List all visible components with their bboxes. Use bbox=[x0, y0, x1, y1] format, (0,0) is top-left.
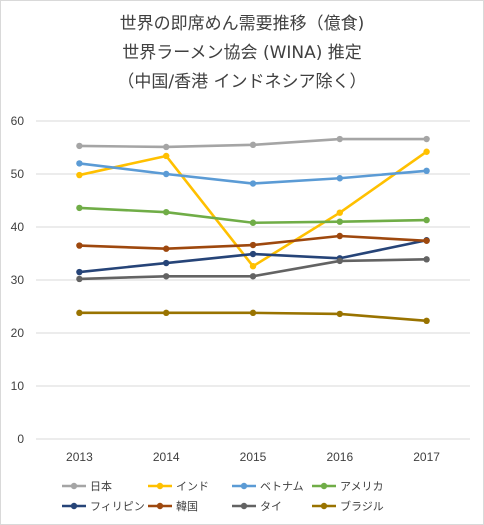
legend-label: タイ bbox=[260, 500, 282, 513]
data-point bbox=[163, 273, 170, 280]
y-axis-ticks: 0 10 20 30 40 50 60 bbox=[11, 114, 25, 446]
series-韓国 bbox=[76, 232, 430, 252]
data-point bbox=[423, 256, 430, 263]
legend-swatch-marker bbox=[70, 502, 78, 510]
y-tick-label: 20 bbox=[11, 326, 25, 340]
series-lines bbox=[76, 135, 430, 325]
data-point bbox=[249, 263, 257, 270]
legend-item: ブラジル bbox=[312, 499, 384, 513]
data-point bbox=[163, 143, 170, 151]
chart-title-line-3: （中国/香港 インドネシア除く） bbox=[117, 72, 367, 92]
data-point bbox=[163, 170, 170, 178]
data-point bbox=[249, 250, 257, 258]
data-point bbox=[423, 148, 430, 155]
series-アメリカ bbox=[76, 204, 430, 226]
legend-item: タイ bbox=[232, 500, 282, 513]
legend-label: インド bbox=[176, 480, 209, 493]
x-axis-ticks: 2013 2014 2015 2016 2017 bbox=[66, 450, 440, 464]
legend-label: ブラジル bbox=[340, 499, 384, 513]
legend-label: 日本 bbox=[90, 479, 112, 493]
x-tick-label: 2013 bbox=[66, 450, 93, 464]
legend-swatch-marker bbox=[70, 482, 78, 490]
data-point bbox=[249, 219, 257, 226]
legend-swatch-marker bbox=[320, 502, 328, 510]
series-日本 bbox=[76, 135, 430, 151]
y-tick-label: 60 bbox=[11, 114, 25, 128]
y-tick-label: 30 bbox=[11, 273, 25, 287]
x-tick-label: 2014 bbox=[153, 450, 180, 464]
data-point bbox=[163, 245, 170, 252]
legend-item: フィリピン bbox=[62, 500, 145, 513]
data-point bbox=[249, 309, 257, 317]
data-point bbox=[336, 218, 343, 225]
y-tick-label: 50 bbox=[11, 167, 25, 181]
series-ブラジル bbox=[76, 309, 430, 325]
data-point bbox=[336, 257, 343, 265]
series-インド bbox=[76, 148, 430, 270]
legend-swatch-marker bbox=[320, 482, 328, 490]
legend-label: 韓国 bbox=[176, 500, 198, 513]
data-point bbox=[76, 204, 83, 212]
legend-swatch-marker bbox=[156, 502, 164, 510]
legend-item: インド bbox=[148, 480, 209, 493]
legend-swatch-marker bbox=[240, 482, 248, 490]
legend-item: ベトナム bbox=[232, 480, 304, 493]
data-point bbox=[76, 275, 83, 283]
data-point bbox=[249, 141, 257, 149]
data-point bbox=[76, 142, 83, 150]
data-point bbox=[336, 310, 343, 318]
data-point bbox=[76, 268, 83, 276]
data-point bbox=[249, 241, 257, 249]
data-point bbox=[76, 171, 83, 179]
legend-item: 韓国 bbox=[148, 500, 198, 513]
legend-swatch-marker bbox=[156, 482, 164, 490]
legend-item: アメリカ bbox=[312, 480, 383, 493]
legend-item: 日本 bbox=[62, 479, 112, 493]
legend-label: ベトナム bbox=[260, 480, 304, 493]
legend-swatch-marker bbox=[240, 502, 248, 510]
data-point bbox=[423, 237, 430, 244]
y-tick-label: 40 bbox=[11, 220, 25, 234]
data-point bbox=[423, 135, 430, 143]
y-tick-label: 0 bbox=[17, 432, 24, 446]
data-point bbox=[163, 208, 170, 216]
legend-label: アメリカ bbox=[340, 480, 383, 493]
data-point bbox=[76, 309, 83, 317]
gridlines bbox=[36, 120, 470, 440]
data-point bbox=[249, 273, 257, 280]
chart-title-line-2: 世界ラーメン協会 (WINA) 推定 bbox=[122, 43, 362, 63]
data-point bbox=[336, 135, 343, 143]
data-point bbox=[336, 209, 343, 216]
data-point bbox=[423, 167, 430, 175]
data-point bbox=[163, 259, 170, 267]
data-point bbox=[163, 152, 170, 160]
chart-title-line-1: 世界の即席めん需要推移（億食) bbox=[119, 14, 365, 34]
y-tick-label: 10 bbox=[11, 379, 25, 393]
data-point bbox=[423, 216, 430, 224]
data-point bbox=[76, 160, 83, 167]
data-point bbox=[336, 175, 343, 182]
data-point bbox=[423, 317, 430, 325]
series-タイ bbox=[76, 256, 430, 283]
legend-label: フィリピン bbox=[90, 500, 145, 513]
x-tick-label: 2016 bbox=[326, 450, 353, 464]
data-point bbox=[336, 232, 343, 240]
x-tick-label: 2017 bbox=[413, 450, 440, 464]
data-point bbox=[163, 309, 170, 317]
x-tick-label: 2015 bbox=[240, 450, 267, 464]
data-point bbox=[76, 242, 83, 249]
data-point bbox=[249, 180, 257, 187]
series-ベトナム bbox=[76, 160, 430, 187]
chart-title: 世界の即席めん需要推移（億食) 世界ラーメン協会 (WINA) 推定 （中国/香… bbox=[0, 10, 484, 97]
